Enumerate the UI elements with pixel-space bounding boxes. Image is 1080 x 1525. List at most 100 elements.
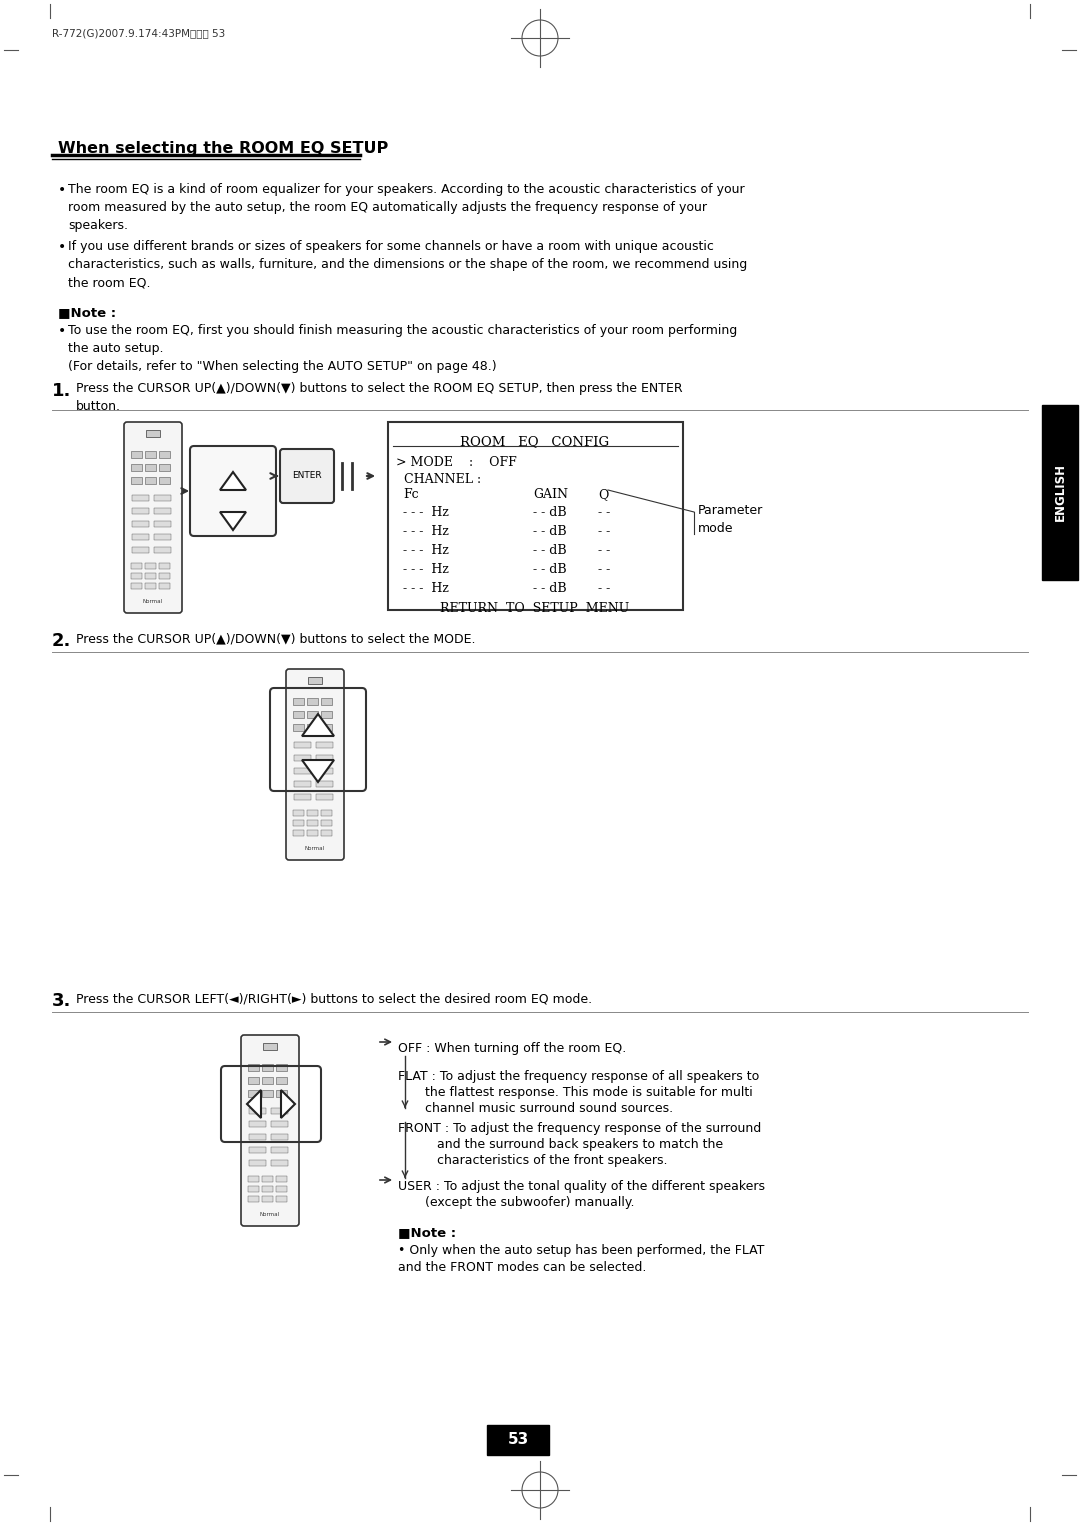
Text: USER : To adjust the tonal quality of the different speakers: USER : To adjust the tonal quality of th…: [399, 1180, 765, 1193]
Text: Normal: Normal: [143, 599, 163, 604]
Bar: [159, 451, 170, 458]
Bar: [316, 781, 333, 787]
Bar: [388, 422, 683, 610]
Bar: [307, 810, 318, 816]
FancyBboxPatch shape: [286, 669, 345, 860]
Bar: [248, 1196, 259, 1202]
Bar: [154, 508, 171, 514]
Bar: [293, 830, 303, 836]
Bar: [264, 1043, 276, 1051]
Bar: [159, 477, 170, 483]
Text: Normal: Normal: [305, 846, 325, 851]
Text: - -: - -: [598, 544, 610, 557]
Text: Fc: Fc: [403, 488, 419, 502]
Bar: [316, 743, 333, 747]
FancyBboxPatch shape: [190, 445, 276, 535]
Text: •: •: [58, 183, 66, 197]
Text: FLAT : To adjust the frequency response of all speakers to: FLAT : To adjust the frequency response …: [399, 1071, 759, 1083]
Polygon shape: [220, 512, 246, 531]
Text: > MODE    :    OFF: > MODE : OFF: [396, 456, 516, 470]
Bar: [293, 711, 303, 718]
Bar: [131, 477, 141, 483]
Bar: [316, 755, 333, 761]
Text: To use the room EQ, first you should finish measuring the acoustic characteristi: To use the room EQ, first you should fin…: [68, 323, 738, 374]
Bar: [321, 711, 332, 718]
Bar: [307, 724, 318, 730]
Bar: [316, 795, 333, 801]
Bar: [262, 1064, 273, 1071]
Bar: [308, 677, 322, 685]
Bar: [262, 1176, 273, 1182]
Bar: [145, 477, 156, 483]
Text: RETURN  TO  SETUP  MENU: RETURN TO SETUP MENU: [441, 602, 630, 615]
Bar: [132, 522, 149, 528]
Polygon shape: [247, 1090, 261, 1118]
FancyBboxPatch shape: [124, 422, 183, 613]
Text: channel music surround sound sources.: channel music surround sound sources.: [426, 1103, 673, 1115]
Bar: [154, 522, 171, 528]
Text: - -: - -: [598, 583, 610, 595]
Bar: [294, 755, 311, 761]
Bar: [145, 573, 156, 580]
Text: ■Note :: ■Note :: [399, 1226, 456, 1238]
Bar: [154, 547, 171, 554]
Bar: [131, 451, 141, 458]
Bar: [249, 1161, 266, 1167]
Text: and the surround back speakers to match the: and the surround back speakers to match …: [437, 1138, 724, 1151]
Bar: [131, 464, 141, 471]
Bar: [159, 573, 170, 580]
Text: - - dB: - - dB: [534, 544, 567, 557]
Text: •: •: [58, 239, 66, 255]
Bar: [321, 724, 332, 730]
Bar: [132, 496, 149, 502]
Bar: [248, 1064, 259, 1071]
Text: ENGLISH: ENGLISH: [1053, 464, 1067, 522]
Bar: [262, 1186, 273, 1193]
Bar: [132, 534, 149, 540]
Bar: [131, 563, 141, 569]
Text: - -: - -: [598, 525, 610, 538]
Bar: [487, 1424, 549, 1455]
Bar: [276, 1077, 287, 1084]
Text: Parameter
mode: Parameter mode: [698, 503, 764, 535]
Text: ENTER: ENTER: [293, 471, 322, 480]
FancyBboxPatch shape: [280, 448, 334, 503]
Bar: [271, 1109, 288, 1113]
Bar: [307, 820, 318, 827]
Bar: [262, 1077, 273, 1084]
Text: CHANNEL :: CHANNEL :: [396, 473, 481, 486]
Bar: [249, 1135, 266, 1141]
Bar: [307, 830, 318, 836]
Bar: [154, 534, 171, 540]
Bar: [276, 1196, 287, 1202]
Bar: [1042, 406, 1078, 580]
Text: GAIN: GAIN: [534, 488, 568, 502]
Text: - - -  Hz: - - - Hz: [403, 583, 449, 595]
Bar: [159, 583, 170, 589]
Text: ■Note :: ■Note :: [58, 307, 117, 319]
Text: - - -  Hz: - - - Hz: [403, 544, 449, 557]
Bar: [145, 563, 156, 569]
Polygon shape: [302, 759, 334, 782]
Bar: [271, 1121, 288, 1127]
Bar: [293, 724, 303, 730]
Bar: [293, 810, 303, 816]
Bar: [276, 1090, 287, 1096]
Text: The room EQ is a kind of room equalizer for your speakers. According to the acou: The room EQ is a kind of room equalizer …: [68, 183, 744, 232]
Bar: [307, 698, 318, 705]
Bar: [249, 1147, 266, 1153]
Text: Press the CURSOR UP(▲)/DOWN(▼) buttons to select the ROOM EQ SETUP, then press t: Press the CURSOR UP(▲)/DOWN(▼) buttons t…: [76, 381, 683, 413]
Text: Press the CURSOR LEFT(◄)/RIGHT(►) buttons to select the desired room EQ mode.: Press the CURSOR LEFT(◄)/RIGHT(►) button…: [76, 991, 592, 1005]
Text: Q: Q: [598, 488, 608, 502]
Text: If you use different brands or sizes of speakers for some channels or have a roo: If you use different brands or sizes of …: [68, 239, 747, 290]
Polygon shape: [220, 473, 246, 490]
Text: 53: 53: [508, 1432, 528, 1447]
Text: - - dB: - - dB: [534, 525, 567, 538]
Bar: [248, 1176, 259, 1182]
Bar: [316, 769, 333, 775]
Bar: [276, 1176, 287, 1182]
Text: - - dB: - - dB: [534, 506, 567, 518]
Text: - -: - -: [598, 563, 610, 576]
Polygon shape: [302, 714, 334, 737]
Text: 3.: 3.: [52, 991, 71, 1010]
